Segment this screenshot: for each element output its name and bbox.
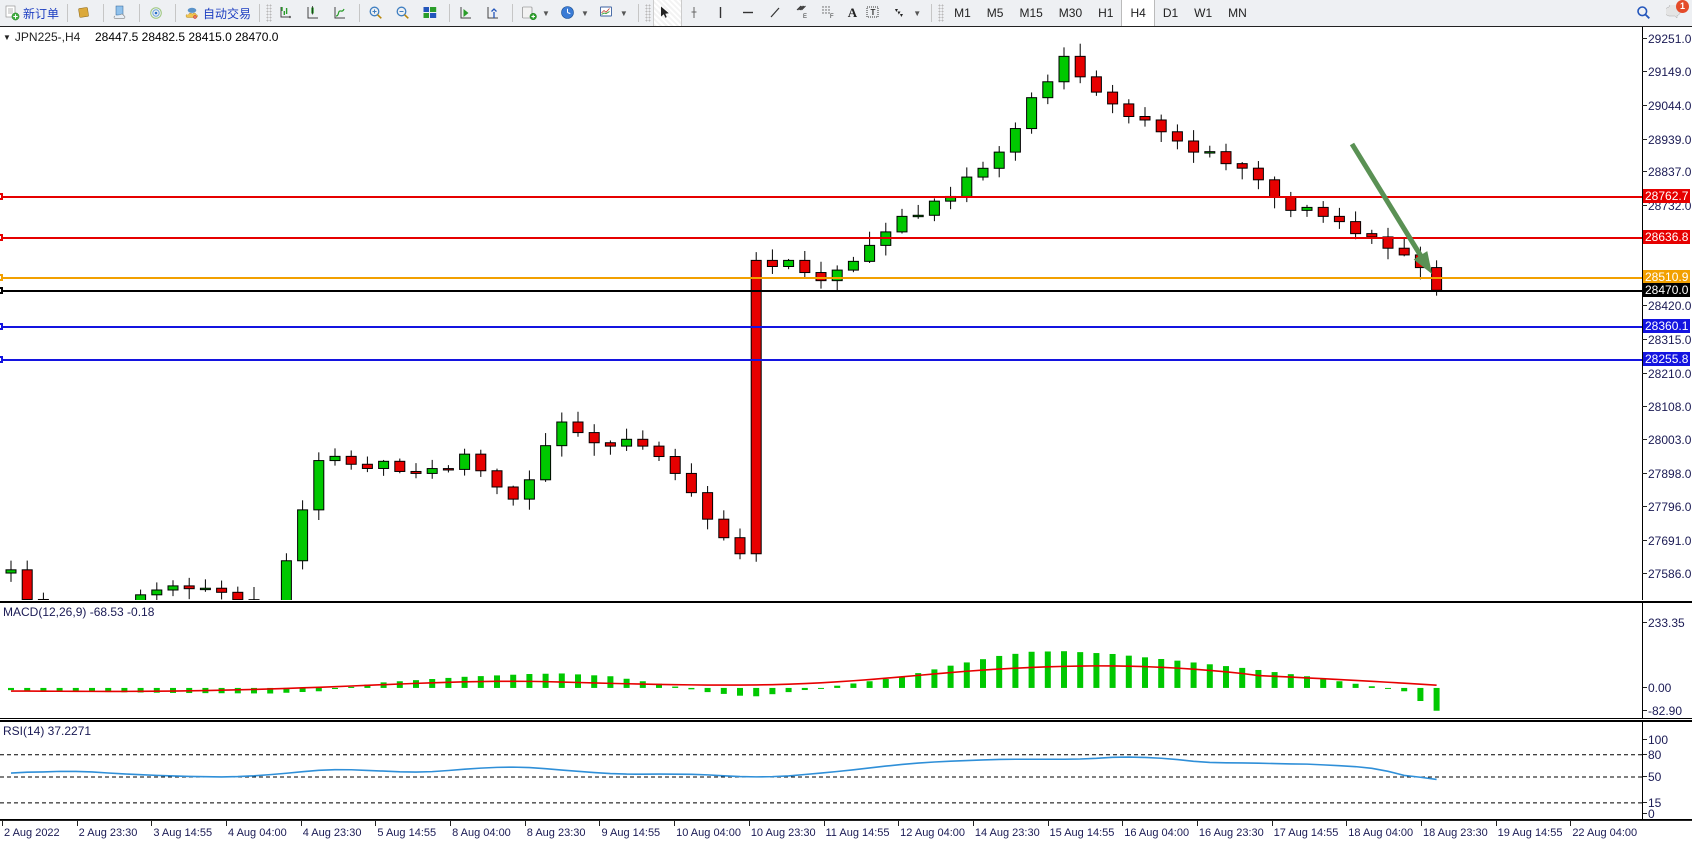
svg-text:T: T (871, 8, 876, 17)
svg-text:F: F (830, 14, 834, 20)
svg-text:E: E (803, 14, 807, 20)
